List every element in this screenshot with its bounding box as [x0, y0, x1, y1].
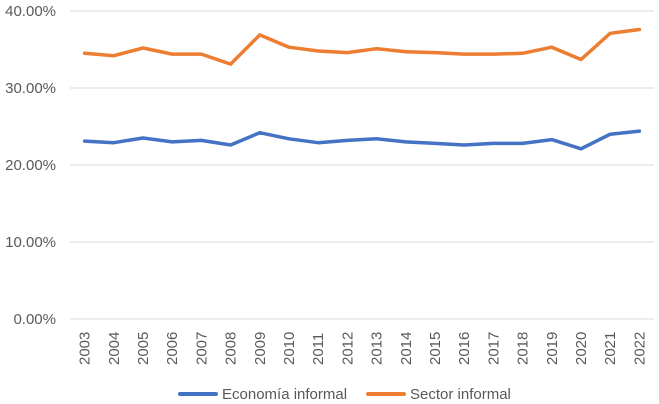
- y-tick-label: 20.00%: [5, 157, 56, 174]
- y-tick-label: 40.00%: [5, 3, 56, 20]
- x-tick-label: 2009: [252, 332, 269, 365]
- x-tick-label: 2012: [339, 332, 356, 365]
- data-point: [229, 62, 233, 66]
- data-point: [637, 129, 641, 133]
- data-point: [287, 137, 291, 141]
- data-point: [199, 138, 203, 142]
- data-point: [141, 136, 145, 140]
- data-point: [433, 141, 437, 145]
- data-point: [579, 147, 583, 151]
- data-point: [258, 131, 262, 135]
- series-0: [82, 129, 642, 151]
- x-tick-label: 2003: [77, 332, 94, 365]
- x-tick-label: 2016: [456, 332, 473, 365]
- data-point: [375, 137, 379, 141]
- data-point: [608, 132, 612, 136]
- x-tick-label: 2007: [193, 332, 210, 365]
- data-point: [316, 141, 320, 145]
- gridlines: [70, 10, 654, 320]
- x-tick-label: 2018: [515, 332, 532, 365]
- legend: Economía informal Sector informal: [178, 386, 511, 403]
- series-lines: [82, 27, 642, 151]
- x-tick-label: 2019: [544, 332, 561, 365]
- x-tick-label: 2006: [164, 332, 181, 365]
- y-tick-label: 30.00%: [5, 80, 56, 97]
- data-point: [375, 47, 379, 51]
- x-tick-label: 2020: [573, 332, 590, 365]
- x-tick-label: 2017: [485, 332, 502, 365]
- data-point: [316, 49, 320, 53]
- y-tick-label: 10.00%: [5, 234, 56, 251]
- data-point: [199, 52, 203, 56]
- data-point: [521, 141, 525, 145]
- series-line: [82, 27, 642, 66]
- y-tick-label: 0.00%: [13, 311, 56, 328]
- x-tick-label: 2015: [427, 332, 444, 365]
- data-point: [258, 33, 262, 37]
- data-point: [579, 58, 583, 61]
- data-point: [637, 28, 641, 31]
- x-tick-label: 2008: [223, 332, 240, 365]
- x-tick-label: 2013: [369, 332, 386, 365]
- data-point: [404, 140, 408, 144]
- data-point: [83, 51, 87, 55]
- series-line: [82, 129, 642, 151]
- legend-label: Sector informal: [410, 386, 511, 403]
- data-point: [345, 138, 349, 142]
- x-tick-label: 2004: [106, 332, 123, 365]
- x-tick-label: 2010: [281, 332, 298, 365]
- data-point: [433, 51, 437, 55]
- data-point: [462, 52, 466, 56]
- legend-label: Economía informal: [222, 386, 347, 403]
- data-point: [83, 139, 87, 143]
- x-tick-label: 2011: [310, 333, 327, 365]
- series-1: [82, 27, 642, 66]
- data-point: [112, 54, 116, 58]
- data-point: [170, 52, 174, 56]
- data-point: [141, 46, 145, 50]
- x-axis-ticks: 2003 2004 2005 2006 2007 2008 2009 2010 2011 2012…: [77, 332, 649, 365]
- data-point: [345, 51, 349, 55]
- data-point: [462, 143, 466, 147]
- x-tick-label: 2005: [135, 332, 152, 365]
- data-point: [491, 141, 495, 145]
- data-point: [112, 141, 116, 145]
- x-tick-label: 2022: [631, 332, 648, 365]
- data-point: [550, 45, 554, 49]
- data-point: [287, 45, 291, 49]
- data-point: [608, 31, 612, 35]
- data-point: [550, 138, 554, 142]
- y-axis-ticks: 0.00% 10.00% 20.00% 30.00% 40.00%: [5, 3, 56, 328]
- data-point: [229, 143, 233, 147]
- data-point: [521, 51, 525, 55]
- data-point: [491, 52, 495, 56]
- x-tick-label: 2021: [602, 332, 619, 365]
- x-tick-label: 2014: [398, 332, 415, 365]
- data-point: [404, 50, 408, 54]
- data-point: [170, 140, 174, 144]
